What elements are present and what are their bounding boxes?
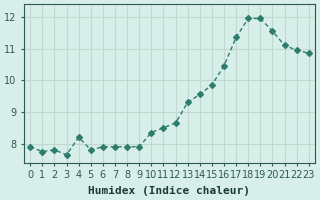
X-axis label: Humidex (Indice chaleur): Humidex (Indice chaleur) (89, 186, 251, 196)
